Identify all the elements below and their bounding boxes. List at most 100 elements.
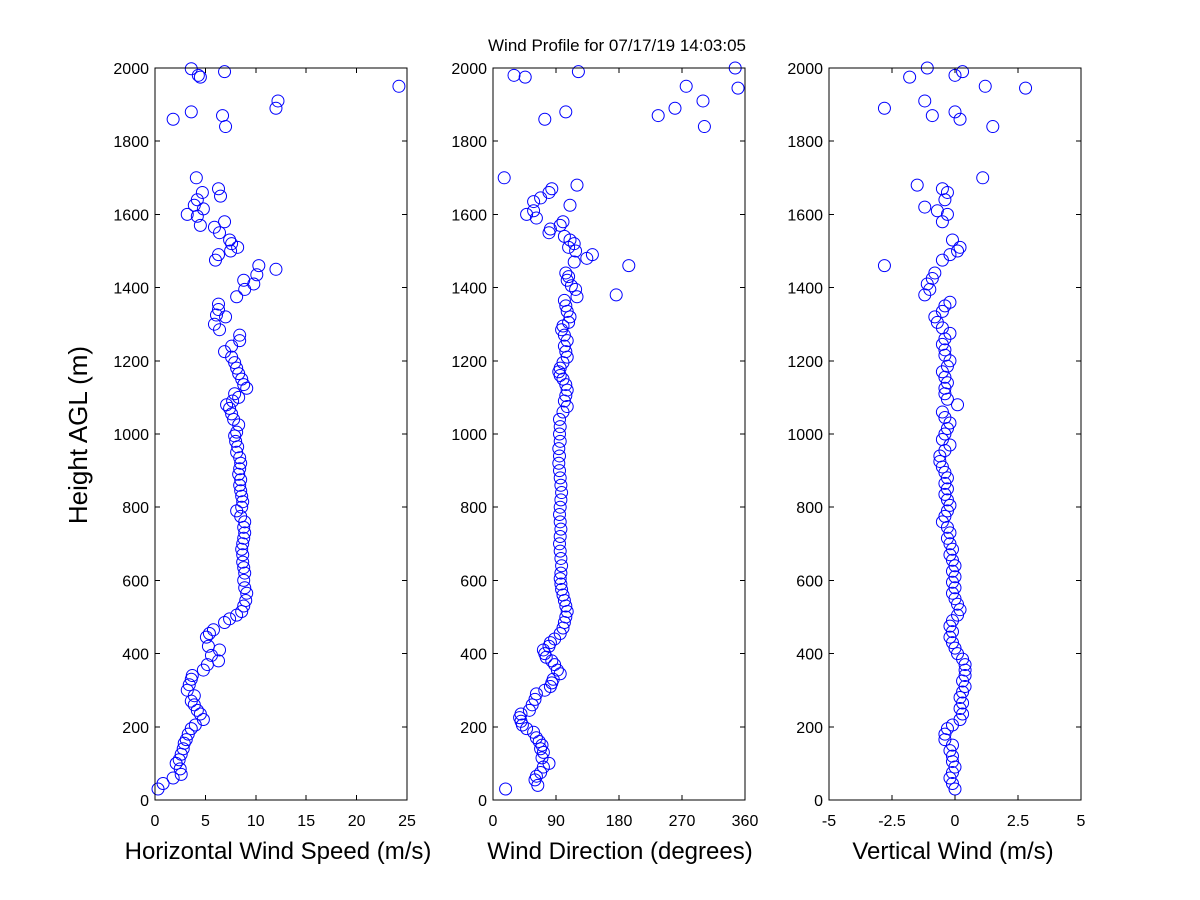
y-tick-label: 1800 (787, 134, 823, 151)
data-point (233, 334, 247, 348)
y-tick-label: 200 (796, 720, 823, 737)
data-point (271, 94, 285, 108)
data-point (201, 639, 215, 653)
data-point (552, 442, 566, 456)
data-point (188, 718, 202, 732)
data-point (943, 744, 957, 758)
data-point (930, 204, 944, 218)
data-point (553, 544, 567, 558)
y-tick-label: 1600 (787, 207, 823, 224)
data-point (195, 185, 209, 199)
data-point (185, 669, 199, 683)
y-tick-label: 2000 (451, 61, 487, 78)
data-point (553, 537, 566, 551)
data-point (184, 62, 198, 76)
x-tick-label: 15 (297, 813, 315, 830)
data-point (179, 733, 193, 747)
data-point (559, 299, 573, 313)
data-point (236, 548, 250, 562)
y-tick-label: 800 (460, 500, 487, 517)
panel-axes-box (828, 67, 1082, 801)
data-point (935, 304, 949, 318)
y-tick-label: 0 (140, 793, 149, 810)
data-point (238, 526, 252, 540)
data-point (529, 211, 543, 225)
data-point (940, 471, 954, 485)
data-point (945, 233, 959, 247)
data-point (951, 608, 965, 622)
y-tick-label: 1400 (113, 281, 149, 298)
data-point (184, 105, 198, 119)
chart-title: Wind Profile for 07/17/19 14:03:05 (488, 36, 746, 55)
data-point (948, 570, 962, 584)
data-point (529, 769, 543, 783)
data-point (542, 185, 556, 199)
data-point (553, 412, 566, 426)
y-tick-label: 200 (460, 720, 487, 737)
data-point (207, 220, 221, 234)
data-point (233, 478, 247, 492)
data-point (156, 777, 170, 791)
data-point (234, 484, 248, 498)
data-point (223, 233, 237, 247)
data-point (953, 603, 967, 617)
data-point (555, 583, 569, 597)
data-point (234, 473, 248, 487)
data-point (958, 663, 972, 677)
data-point (1019, 81, 1033, 95)
data-point (958, 680, 972, 694)
data-point (945, 749, 959, 763)
data-point (392, 79, 406, 93)
data-point (230, 290, 244, 304)
data-point (569, 244, 583, 258)
data-point (918, 94, 932, 108)
data-point (553, 449, 566, 463)
data-point (543, 222, 557, 236)
data-point (940, 531, 954, 545)
data-point (570, 178, 584, 192)
x-tick-label: 270 (669, 813, 696, 830)
y-ticks: 0 200 400 600 800 1000 1200 1400 1600 1800 2000 (787, 61, 1081, 810)
panel-marks (877, 61, 1033, 796)
x-axis-label-vertical-wind: Vertical Wind (m/s) (852, 838, 1053, 865)
data-point (518, 70, 532, 84)
data-point (956, 696, 970, 710)
data-point (212, 303, 226, 317)
data-point (559, 266, 573, 280)
data-point (554, 551, 568, 565)
y-tick-label: 400 (122, 647, 149, 664)
data-point (943, 526, 957, 540)
data-point (554, 478, 568, 492)
data-point (553, 434, 567, 448)
data-point (679, 79, 693, 93)
data-point (554, 522, 568, 536)
data-point (553, 500, 567, 514)
data-point (553, 508, 566, 522)
data-point (948, 592, 962, 606)
data-point (529, 687, 543, 701)
x-tick-label: 180 (606, 813, 633, 830)
y-tick-label: 400 (796, 647, 823, 664)
data-point (930, 315, 944, 329)
data-point (938, 343, 952, 357)
data-point (196, 202, 210, 216)
data-point (214, 189, 228, 203)
data-point (247, 277, 261, 291)
data-point (176, 742, 190, 756)
y-tick-label: 800 (122, 500, 149, 517)
data-point (953, 712, 967, 726)
y-tick-label: 1800 (113, 134, 149, 151)
data-point (230, 425, 244, 439)
data-point (935, 337, 949, 351)
panel-axes-box (492, 67, 746, 801)
data-point (976, 171, 990, 185)
data-point (554, 577, 568, 591)
data-point (555, 486, 569, 500)
data-point (940, 376, 954, 390)
data-point (174, 767, 188, 781)
data-point (978, 79, 992, 93)
x-tick-label: 2.5 (1007, 813, 1029, 830)
data-point (938, 193, 952, 207)
data-point (948, 581, 962, 595)
data-point (182, 678, 196, 692)
